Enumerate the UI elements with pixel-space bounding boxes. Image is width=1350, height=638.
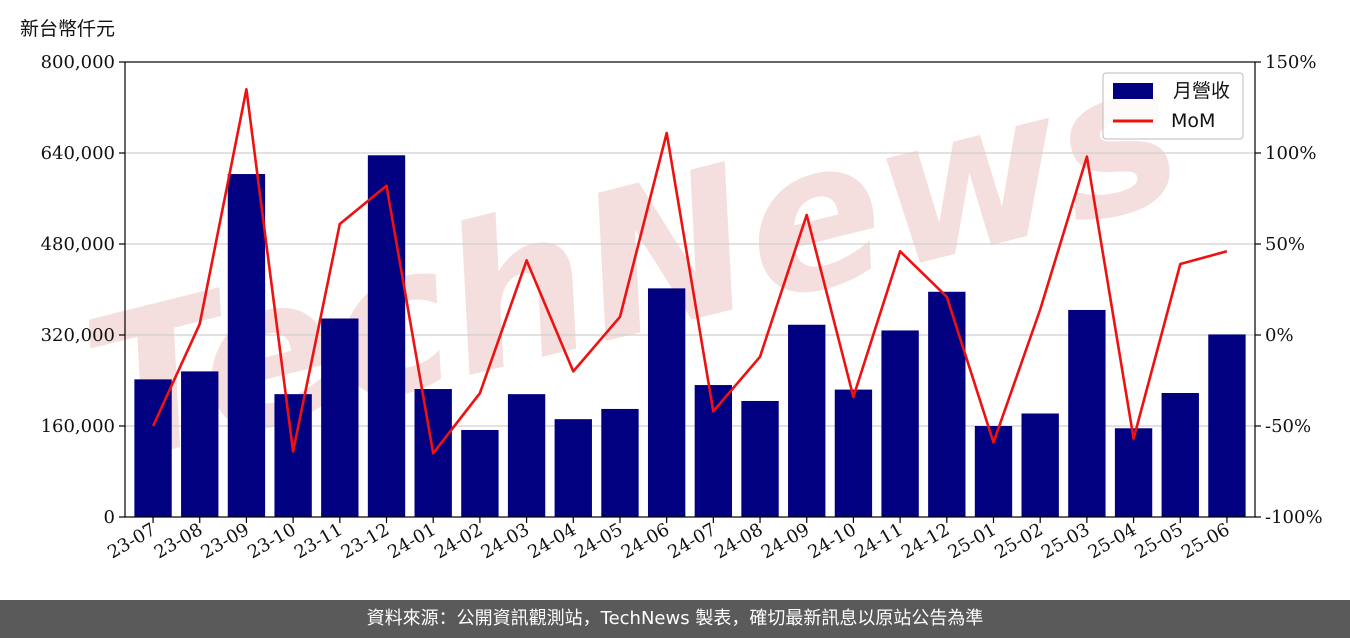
x-tick-label: 25-03 xyxy=(1038,519,1093,563)
left-tick-label: 160,000 xyxy=(41,416,115,437)
legend-bar-label: 月營收 xyxy=(1173,80,1230,102)
bar-25-02 xyxy=(1021,413,1059,517)
bar-23-09 xyxy=(227,174,266,517)
bar-24-09 xyxy=(788,324,826,517)
mom-line-layer xyxy=(151,88,1228,455)
x-tick-label: 23-08 xyxy=(151,519,206,563)
right-tick-label: 50% xyxy=(1265,234,1305,255)
x-tick-label: 24-02 xyxy=(431,519,486,563)
right-tick-label: -100% xyxy=(1265,507,1323,528)
x-tick-label: 23-09 xyxy=(197,519,252,563)
x-tick-label: 24-09 xyxy=(758,519,813,563)
bar-23-10 xyxy=(274,394,312,517)
x-tick-label: 25-01 xyxy=(945,519,1000,563)
mom-line xyxy=(151,88,1228,455)
bar-24-12 xyxy=(928,291,966,517)
legend: 月營收 MoM xyxy=(1102,72,1244,140)
x-tick-label: 24-05 xyxy=(571,519,626,563)
bar-23-12 xyxy=(367,155,406,517)
legend-line-label: MoM xyxy=(1171,110,1215,132)
revenue-bars xyxy=(134,155,1246,517)
legend-bar-swatch xyxy=(1113,83,1153,99)
x-tick-label: 24-07 xyxy=(664,519,719,563)
x-tick-label: 23-11 xyxy=(291,519,346,563)
bar-24-02 xyxy=(461,429,499,517)
left-tick-label: 640,000 xyxy=(41,143,115,164)
grid xyxy=(125,152,1255,427)
bar-24-08 xyxy=(741,400,779,517)
x-tick-label: 24-10 xyxy=(804,519,859,563)
x-tick-label: 24-06 xyxy=(618,519,673,563)
right-tick-label: -50% xyxy=(1265,416,1311,437)
x-tick-label: 24-12 xyxy=(898,519,953,563)
x-tick-label: 24-03 xyxy=(478,519,533,563)
x-tick-label: 23-12 xyxy=(338,519,393,563)
y-axis-unit-label: 新台幣仟元 xyxy=(20,18,116,40)
x-tick-label: 24-01 xyxy=(384,519,439,563)
x-tick-label: 25-06 xyxy=(1178,519,1233,563)
bar-25-06 xyxy=(1208,334,1246,517)
bar-24-10 xyxy=(834,389,873,517)
left-tick-label: 0 xyxy=(104,507,115,528)
bar-23-11 xyxy=(321,318,359,517)
bar-25-03 xyxy=(1068,309,1106,517)
x-tick-label: 25-04 xyxy=(1085,519,1140,563)
bar-25-04 xyxy=(1114,428,1153,517)
left-tick-label: 800,000 xyxy=(41,52,115,73)
right-tick-label: 100% xyxy=(1265,143,1316,164)
plot-frame xyxy=(124,61,1256,518)
x-tick-label: 24-04 xyxy=(524,519,579,563)
x-tick-label: 25-05 xyxy=(1131,519,1186,563)
bar-24-05 xyxy=(601,408,639,517)
revenue-chart: TechNews 0160,000320,000480,000640,00080… xyxy=(41,16,1323,564)
bar-23-08 xyxy=(181,371,219,517)
bar-24-06 xyxy=(647,288,686,517)
left-tick-label: 480,000 xyxy=(41,234,115,255)
right-tick-label: 150% xyxy=(1265,52,1316,73)
x-tick-label: 23-10 xyxy=(244,519,299,563)
bar-25-05 xyxy=(1161,393,1199,517)
bar-24-04 xyxy=(554,419,592,517)
right-tick-label: 0% xyxy=(1265,325,1294,346)
bar-24-11 xyxy=(881,330,919,517)
x-tick-label: 24-08 xyxy=(711,519,766,563)
bar-24-03 xyxy=(507,394,546,517)
bar-23-07 xyxy=(134,379,172,517)
x-tick-label: 24-11 xyxy=(851,519,906,563)
x-tick-label: 25-02 xyxy=(991,519,1046,563)
left-tick-label: 320,000 xyxy=(41,325,115,346)
source-footer: 資料來源：公開資訊觀測站，TechNews 製表，確切最新訊息以原站公告為準 xyxy=(0,600,1350,638)
